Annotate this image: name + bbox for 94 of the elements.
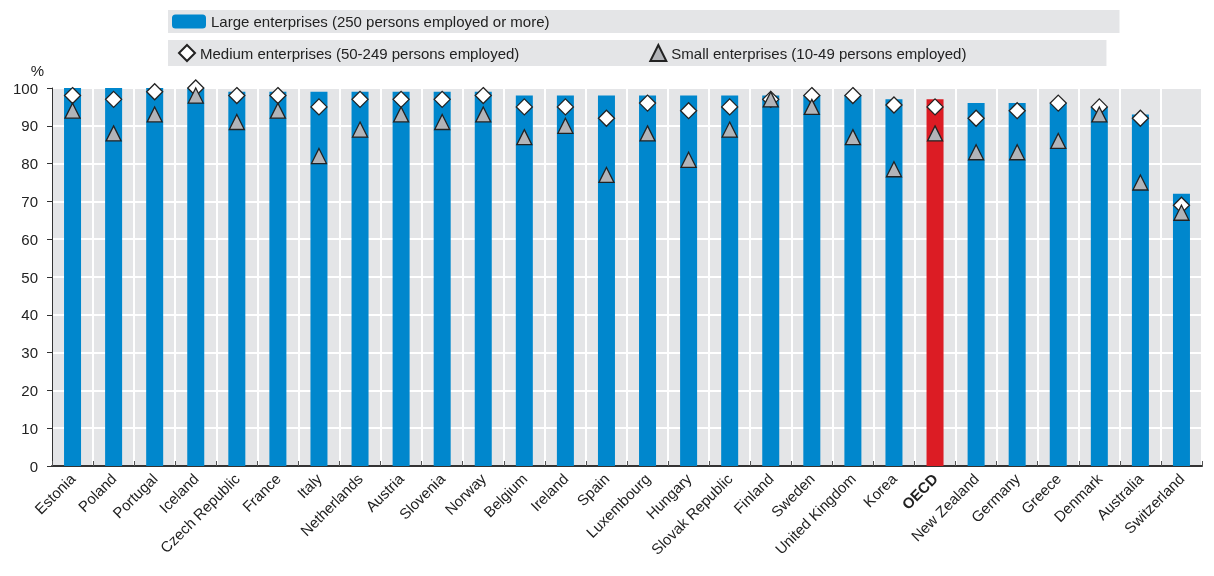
point <box>1132 174 1149 191</box>
y-tick-label: 20 <box>21 381 38 399</box>
point <box>680 151 697 168</box>
point <box>638 94 657 112</box>
bar <box>721 95 739 466</box>
point <box>515 98 533 116</box>
bar <box>146 88 164 466</box>
bar <box>269 91 287 466</box>
point <box>351 121 369 138</box>
point <box>598 166 615 184</box>
point <box>557 117 574 134</box>
point <box>721 121 738 138</box>
bar <box>967 103 985 466</box>
point <box>392 90 410 108</box>
point <box>844 128 862 146</box>
bar <box>556 95 574 466</box>
point <box>104 90 123 108</box>
point <box>1050 132 1067 150</box>
y-tick-label: 70 <box>21 192 38 210</box>
point <box>556 98 575 116</box>
point <box>392 106 410 123</box>
point <box>1091 106 1108 123</box>
bar <box>1008 103 1026 466</box>
bar <box>1172 193 1190 466</box>
point <box>187 87 204 104</box>
point <box>310 147 328 165</box>
point <box>146 106 163 123</box>
bar <box>64 88 82 466</box>
point <box>475 106 492 123</box>
y-tick-label: 90 <box>21 117 38 135</box>
bar <box>597 95 615 466</box>
y-tick-label: 50 <box>21 268 38 286</box>
bar <box>433 91 451 466</box>
point <box>1049 94 1067 112</box>
point <box>146 83 164 101</box>
y-axis-title: % <box>30 62 44 79</box>
bar <box>187 88 205 466</box>
bar <box>885 99 903 466</box>
point <box>228 86 246 105</box>
point <box>721 98 739 116</box>
point <box>967 144 985 161</box>
bar <box>762 95 780 466</box>
point <box>474 86 492 105</box>
bar <box>1131 114 1149 466</box>
point <box>105 125 122 142</box>
point <box>1009 144 1026 161</box>
bar <box>228 91 246 466</box>
bar <box>639 95 657 466</box>
bar <box>351 91 369 466</box>
bar <box>474 91 492 466</box>
bar <box>1049 103 1067 466</box>
bar <box>680 95 698 466</box>
bar <box>515 95 533 466</box>
point <box>803 98 820 116</box>
legend-label: Small enterprises (10-49 persons employed) <box>671 44 967 62</box>
point <box>310 98 328 116</box>
bar <box>392 91 410 466</box>
point <box>1008 102 1026 120</box>
y-tick-label: 60 <box>21 230 38 248</box>
point <box>885 96 903 114</box>
point <box>351 90 369 108</box>
bar <box>803 95 821 466</box>
bar <box>105 88 123 466</box>
point <box>803 86 821 105</box>
point <box>516 128 533 146</box>
y-tick-label: 40 <box>21 306 38 324</box>
point <box>228 113 245 131</box>
legend-label: Large enterprises (250 persons employed or more) <box>211 13 550 30</box>
point <box>679 102 698 120</box>
point <box>434 113 451 131</box>
point <box>433 90 451 108</box>
y-tick-label: 0 <box>29 457 38 475</box>
point <box>1173 204 1190 221</box>
point <box>269 86 287 105</box>
bar <box>844 95 862 466</box>
bar <box>310 91 328 466</box>
y-tick-label: 100 <box>12 79 38 97</box>
point <box>64 102 81 119</box>
point <box>844 86 862 105</box>
y-tick-label: 10 <box>21 419 38 437</box>
legend-label: Medium enterprises (50-249 persons employed) <box>200 44 520 62</box>
point <box>639 125 656 142</box>
point <box>63 86 82 105</box>
y-tick-label: 30 <box>21 344 38 362</box>
y-tick-label: 80 <box>21 155 38 173</box>
point <box>926 125 944 142</box>
point <box>1131 109 1150 127</box>
bar <box>926 99 944 466</box>
point <box>885 161 903 178</box>
bar <box>1090 106 1108 466</box>
point <box>926 98 944 116</box>
point <box>967 109 985 127</box>
point <box>269 102 287 119</box>
point <box>597 109 616 127</box>
